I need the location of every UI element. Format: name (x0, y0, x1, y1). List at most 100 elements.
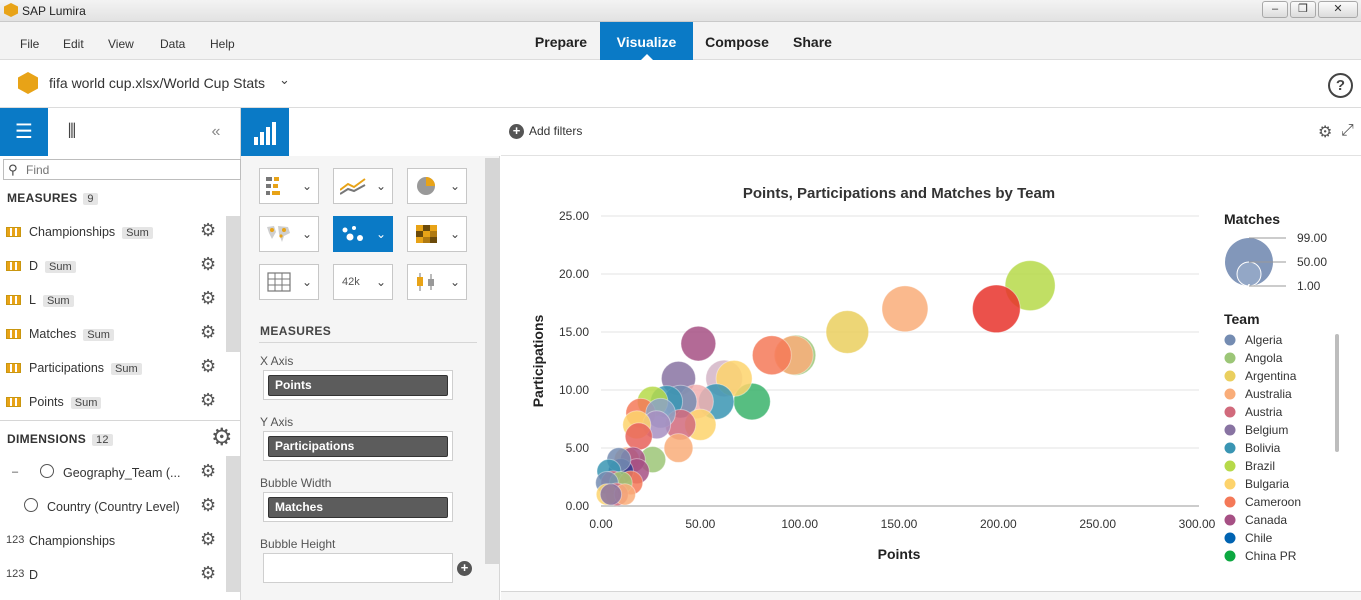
builder-scrollbar[interactable] (485, 158, 499, 564)
dimensions-scrollbar[interactable] (226, 456, 240, 592)
legend-team-label: Brazil (1245, 459, 1275, 473)
chevron-down-icon: ⌄ (450, 227, 460, 241)
chevron-down-icon: ⌄ (302, 227, 312, 241)
legend-team-label: Canada (1245, 513, 1287, 527)
measure-row[interactable]: Matches Sum ⚙ (0, 322, 225, 346)
legend-swatch (1225, 551, 1236, 562)
divider (0, 420, 240, 421)
search-icon: ⚲ (8, 162, 18, 178)
gear-icon[interactable]: ⚙ (1318, 122, 1332, 142)
chart-type-pie[interactable]: ⌄ (407, 168, 467, 204)
line-chart-icon (340, 176, 366, 196)
chevron-down-icon: ⌄ (450, 179, 460, 193)
gear-icon[interactable]: ⚙ (200, 462, 216, 480)
x-tick-label: 50.00 (685, 517, 715, 531)
x-axis-shelf[interactable]: Points (263, 370, 453, 400)
dimension-row[interactable]: 123 D ⚙ (0, 563, 225, 587)
y-axis-shelf[interactable]: Participations (263, 431, 453, 461)
dimension-row[interactable]: 123 Championships ⚙ (0, 529, 225, 553)
bubble-width-measure-pill[interactable]: Matches (268, 497, 448, 518)
measure-row[interactable]: Championships Sum ⚙ (0, 220, 225, 244)
add-filter-icon[interactable]: + (509, 124, 524, 139)
list-view-icon[interactable]: ☰ (0, 108, 48, 156)
chevron-down-icon[interactable]: ⌄ (279, 72, 290, 88)
maximize-button[interactable]: ❐ (1290, 1, 1316, 18)
tab-compose[interactable]: Compose (693, 22, 781, 60)
window-title: SAP Lumira (22, 4, 86, 18)
menu-file[interactable]: File (20, 37, 39, 51)
gear-icon[interactable]: ⚙ (200, 289, 216, 307)
find-field[interactable]: ⚲ (3, 159, 241, 180)
tab-prepare[interactable]: Prepare (522, 22, 600, 60)
chart-type-geo[interactable]: ⌄ (259, 216, 319, 252)
measure-row[interactable]: Participations Sum ⚙ (0, 356, 225, 380)
measure-row[interactable]: L Sum ⚙ (0, 288, 225, 312)
pie-chart-icon (414, 176, 440, 196)
legend-swatch (1225, 389, 1236, 400)
x-tick-label: 150.00 (881, 517, 918, 531)
minimize-button[interactable]: – (1262, 1, 1288, 18)
measure-row[interactable]: D Sum ⚙ (0, 254, 225, 278)
chart-builder-tab[interactable] (241, 108, 289, 156)
legend-swatch (1225, 461, 1236, 472)
collapse-icon[interactable]: – (12, 466, 18, 478)
gear-icon[interactable]: ⚙ (200, 391, 216, 409)
legend-swatch (1225, 479, 1236, 490)
gear-icon[interactable]: ⚙ (200, 357, 216, 375)
chart-type-heatmap[interactable]: ⌄ (407, 216, 467, 252)
chart-type-line[interactable]: ⌄ (333, 168, 393, 204)
size-legend-value: 50.00 (1297, 255, 1327, 269)
dimension-row[interactable]: Country (Country Level) ⚙ (0, 495, 225, 519)
gear-icon[interactable]: ⚙ (200, 221, 216, 239)
numeric-icon: 123 (6, 534, 24, 546)
menu-view[interactable]: View (108, 37, 134, 51)
y-tick-label: 25.00 (559, 209, 589, 223)
gear-icon[interactable]: ⚙ (200, 255, 216, 273)
gear-icon[interactable]: ⚙ (200, 564, 216, 582)
add-measure-icon[interactable]: + (457, 561, 472, 576)
column-view-icon[interactable]: ⫴ (48, 108, 96, 156)
measure-row[interactable]: Points Sum ⚙ (0, 390, 225, 414)
chart-type-bar[interactable]: ⌄ (259, 168, 319, 204)
bubble (826, 311, 869, 354)
tab-share[interactable]: Share (781, 22, 844, 60)
size-legend-value: 99.00 (1297, 231, 1327, 245)
legend-team-label: Australia (1245, 387, 1292, 401)
fullscreen-icon[interactable]: ⤢ (1341, 122, 1354, 140)
x-axis-label: X Axis (260, 354, 293, 368)
gear-icon[interactable]: ⚙ (200, 496, 216, 514)
chart-type-box-plot[interactable]: ⌄ (407, 264, 467, 300)
help-icon[interactable]: ? (1328, 73, 1353, 98)
tab-visualize[interactable]: Visualize (600, 22, 693, 60)
y-axis-measure-pill[interactable]: Participations (268, 436, 448, 457)
x-axis-measure-pill[interactable]: Points (268, 375, 448, 396)
chart-type-numeric-point[interactable]: 42k ⌄ (333, 264, 393, 300)
add-filters-button[interactable]: Add filters (529, 124, 582, 138)
y-tick-label: 15.00 (559, 325, 589, 339)
legend-team-label: Chile (1245, 531, 1273, 545)
x-tick-label: 0.00 (589, 517, 613, 531)
document-title[interactable]: fifa world cup.xlsx/World Cup Stats (49, 75, 265, 91)
y-axis-title: Participations (530, 315, 546, 408)
menu-help[interactable]: Help (210, 37, 235, 51)
chart-title: Points, Participations and Matches by Te… (743, 185, 1055, 202)
gear-icon[interactable]: ⚙ (200, 323, 216, 341)
gear-icon[interactable]: ⚙ (200, 530, 216, 548)
chevron-down-icon: ⌄ (302, 179, 312, 193)
bubble-width-shelf[interactable]: Matches (263, 492, 453, 522)
dimensions-header: DIMENSIONS 12 (7, 432, 113, 446)
menu-data[interactable]: Data (160, 37, 185, 51)
legend-team-label: Cameroon (1245, 495, 1301, 509)
gear-icon[interactable]: ⚙ (211, 426, 233, 450)
menu-edit[interactable]: Edit (63, 37, 84, 51)
measures-scrollbar[interactable] (226, 216, 240, 352)
find-input[interactable] (26, 161, 226, 178)
collapse-panel-icon[interactable]: « (192, 108, 240, 156)
measure-icon (6, 295, 21, 305)
bubble-height-shelf[interactable] (263, 553, 453, 583)
close-window-button[interactable]: ✕ (1318, 1, 1358, 18)
dimension-row[interactable]: – Geography_Team (... ⚙ (0, 461, 225, 485)
chart-type-table[interactable]: ⌄ (259, 264, 319, 300)
chart-type-bubble[interactable]: ⌄ (333, 216, 393, 252)
